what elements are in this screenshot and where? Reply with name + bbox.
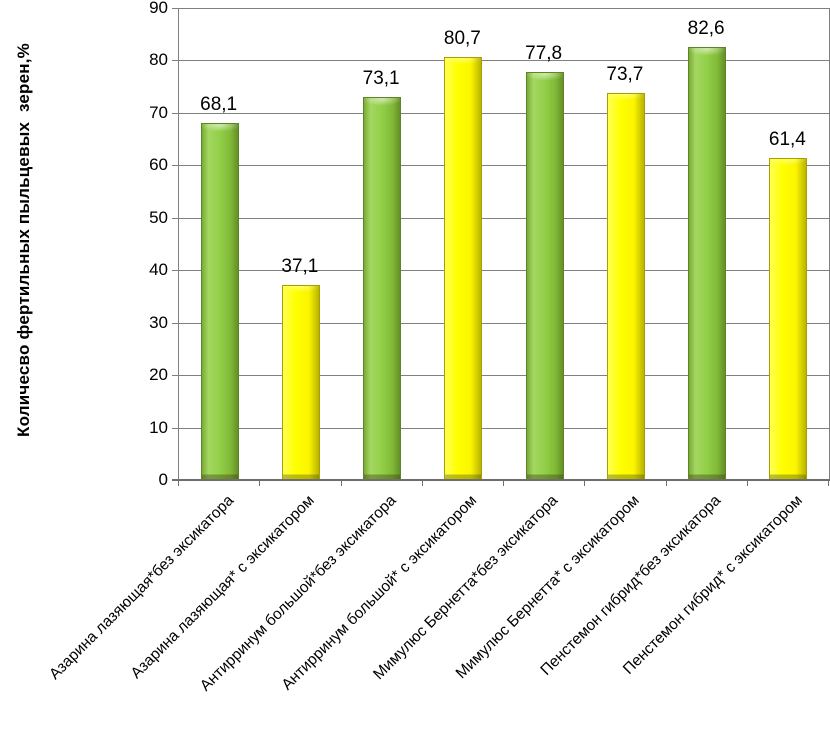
- grid-line: [179, 60, 829, 62]
- x-tick-mark: [421, 481, 423, 486]
- y-tick-mark: [172, 375, 178, 377]
- bar-value-label: 37,1: [281, 256, 319, 278]
- y-tick-label: 70: [149, 102, 168, 122]
- grid-line: [179, 270, 829, 272]
- x-tick-mark: [503, 481, 504, 486]
- grid-line: [179, 112, 829, 114]
- bar-value-label: 82,6: [687, 17, 725, 39]
- x-tick-label: Пенстемон гибрид*без эксикатора: [537, 492, 725, 679]
- grid-line: [179, 427, 829, 429]
- plot-area: [178, 8, 830, 480]
- x-tick-mark: [340, 481, 342, 486]
- bar-value-label: 68,1: [200, 93, 238, 115]
- bar: [200, 122, 239, 480]
- bar: [281, 285, 320, 480]
- y-tick-label: 40: [149, 260, 168, 280]
- bar-value-label: 80,7: [443, 27, 481, 49]
- bar: [363, 96, 402, 480]
- y-tick-label: 10: [149, 417, 168, 437]
- y-tick-mark: [172, 8, 178, 9]
- y-tick-mark: [172, 322, 178, 324]
- x-tick-mark: [828, 481, 829, 486]
- bar-value-label: 73,7: [606, 64, 644, 86]
- y-tick-label: 60: [149, 155, 168, 175]
- x-tick-mark: [178, 481, 179, 486]
- y-tick-mark: [172, 427, 178, 429]
- x-tick-label: Пенстемон гибрид* с эксикатором: [619, 492, 806, 678]
- y-tick-label: 80: [149, 50, 168, 70]
- y-tick-mark: [172, 270, 178, 272]
- y-tick-label: 30: [149, 312, 168, 332]
- y-axis-title: Количесво фертильных пыльцевых зерен,%: [14, 43, 33, 437]
- x-tick-mark: [665, 481, 667, 486]
- y-tick-mark: [172, 217, 178, 219]
- y-tick-label: 50: [149, 207, 168, 227]
- x-tick-mark: [584, 481, 586, 486]
- bar-value-label: 73,1: [362, 67, 400, 89]
- grid-line: [179, 322, 829, 324]
- y-tick-label: 0: [158, 470, 168, 489]
- y-tick-mark: [172, 112, 178, 114]
- x-tick-mark: [746, 481, 748, 486]
- x-axis-line: [172, 479, 830, 481]
- x-tick-label: Азарина лазяющая* с эксикатором: [127, 492, 318, 683]
- y-tick-label: 20: [149, 365, 168, 385]
- bar-value-label: 77,8: [525, 42, 563, 64]
- bar: [688, 46, 727, 480]
- grid-line: [179, 8, 829, 9]
- bar: [606, 93, 645, 480]
- grid-line: [179, 375, 829, 377]
- y-tick-mark: [172, 60, 178, 62]
- grid-line: [179, 165, 829, 167]
- bar: [444, 56, 483, 480]
- bar-value-label: 61,4: [768, 128, 806, 150]
- y-tick-mark: [172, 165, 178, 167]
- bar: [525, 71, 564, 480]
- bar: [769, 157, 808, 480]
- y-tick-label: 90: [149, 0, 168, 17]
- x-tick-mark: [259, 481, 261, 486]
- grid-line: [179, 217, 829, 219]
